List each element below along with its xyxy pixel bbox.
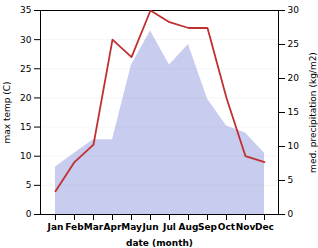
svg-text:0: 0 — [26, 209, 32, 219]
svg-text:30: 30 — [288, 5, 300, 15]
svg-text:Sep: Sep — [198, 222, 218, 232]
svg-text:Nov: Nov — [236, 222, 256, 232]
svg-text:30: 30 — [20, 35, 32, 45]
svg-text:med. precipitation (kg/m2): med. precipitation (kg/m2) — [308, 52, 318, 173]
svg-text:10: 10 — [20, 151, 32, 161]
svg-text:May: May — [121, 222, 142, 232]
svg-text:Jan: Jan — [47, 222, 64, 232]
svg-text:Mar: Mar — [84, 222, 104, 232]
svg-text:max temp (C): max temp (C) — [2, 81, 12, 143]
svg-text:Oct: Oct — [218, 222, 236, 232]
svg-text:Feb: Feb — [65, 222, 84, 232]
svg-text:25: 25 — [20, 64, 31, 74]
svg-text:0: 0 — [288, 209, 294, 219]
svg-text:5: 5 — [288, 175, 294, 185]
svg-text:20: 20 — [288, 73, 300, 83]
svg-text:20: 20 — [20, 93, 32, 103]
svg-text:15: 15 — [288, 107, 299, 117]
svg-text:Apr: Apr — [104, 222, 122, 232]
svg-text:Jul: Jul — [162, 222, 176, 232]
svg-text:25: 25 — [288, 39, 299, 49]
svg-text:Jun: Jun — [141, 222, 158, 232]
svg-text:10: 10 — [288, 141, 300, 151]
svg-text:5: 5 — [26, 180, 32, 190]
svg-text:Aug: Aug — [179, 222, 199, 232]
svg-text:Dec: Dec — [255, 222, 274, 232]
svg-text:date (month): date (month) — [126, 238, 193, 248]
svg-text:15: 15 — [20, 122, 31, 132]
svg-text:35: 35 — [20, 5, 31, 15]
